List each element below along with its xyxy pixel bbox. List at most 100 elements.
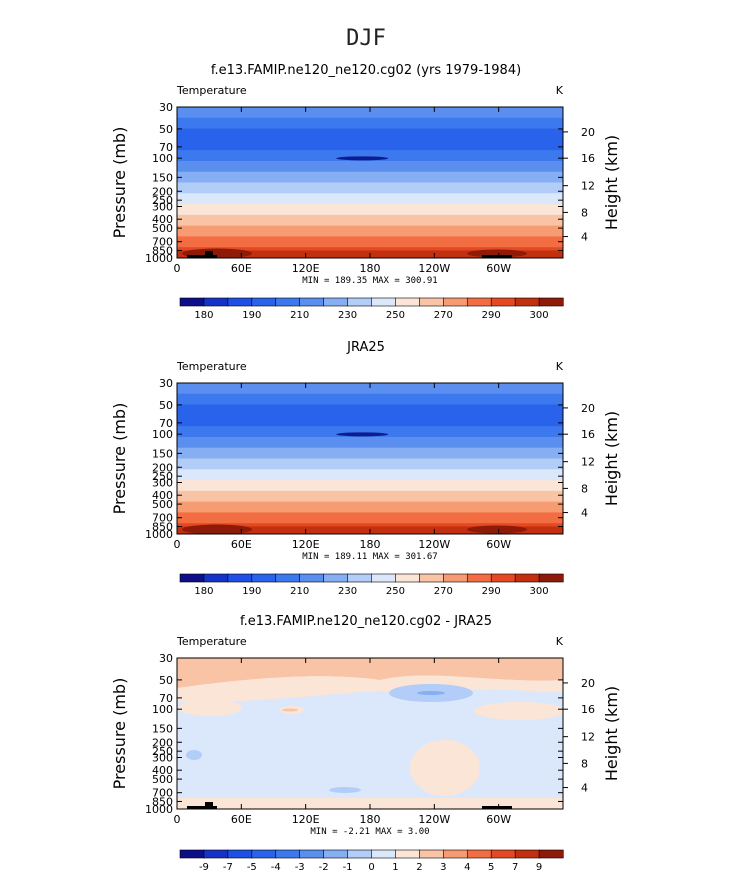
colorbar-segment — [490, 849, 516, 859]
y-tick-label: 30 — [159, 101, 173, 114]
y-tick-label: 400 — [152, 489, 173, 502]
colorbar-segment — [371, 849, 397, 859]
temperature-band — [177, 139, 563, 151]
colorbar-label: 0 — [368, 862, 374, 873]
plot-area — [177, 383, 563, 534]
warm-core-contour — [467, 525, 527, 534]
y-tick-label: 1000 — [145, 803, 173, 816]
y-tick-label: 500 — [152, 222, 173, 235]
temperature-band — [177, 469, 563, 481]
min-max-stats: MIN = 189.35 MAX = 300.91 — [302, 276, 437, 286]
colorbar-label: -1 — [343, 862, 353, 873]
temperature-band — [177, 501, 563, 514]
negative-anomaly-region — [417, 691, 445, 695]
colorbar-segment — [275, 573, 301, 583]
temperature-band — [177, 128, 563, 140]
temperature-band — [177, 458, 563, 470]
temperature-band — [177, 236, 563, 248]
colorbar-label: 250 — [386, 310, 405, 321]
colorbar-segment — [490, 573, 516, 583]
colorbar-segment — [323, 573, 349, 583]
colorbar-segment — [395, 573, 420, 583]
x-tick-label: 60E — [231, 262, 252, 275]
temperature-band — [177, 383, 563, 395]
temperature-band — [177, 690, 563, 702]
colorbar-segment — [514, 573, 540, 583]
y-axis-label: Pressure (mb) — [110, 678, 129, 790]
colorbar-segment — [299, 297, 325, 307]
temperature-band — [177, 436, 563, 449]
colorbar-segment — [538, 849, 564, 859]
temperature-band — [177, 480, 563, 492]
y-tick-label: 100 — [152, 152, 173, 165]
temperature-band — [177, 404, 563, 416]
colorbar-label: 4 — [464, 862, 470, 873]
topography-block — [187, 255, 217, 258]
colorbar-segment — [203, 573, 229, 583]
x-tick-label: 180 — [360, 262, 381, 275]
colorbar-label: -2 — [319, 862, 329, 873]
right-tick-label: 8 — [581, 206, 588, 219]
y-tick-label: 70 — [159, 692, 173, 705]
y-tick-label: 50 — [159, 674, 173, 687]
units-label: K — [556, 84, 564, 97]
right-tick-label: 12 — [581, 456, 595, 469]
temperature-band — [177, 393, 563, 406]
y-tick-label: 250 — [152, 194, 173, 207]
x-tick-label: 0 — [174, 262, 181, 275]
colorbar-segment — [514, 849, 540, 859]
temperature-band — [177, 107, 563, 119]
temperature-band — [177, 204, 563, 216]
colorbar-segment — [203, 297, 229, 307]
topography-block — [205, 251, 213, 258]
right-tick-label: 8 — [581, 482, 588, 495]
plot-area — [177, 107, 563, 258]
x-tick-label: 60W — [486, 813, 511, 826]
x-tick-label: 60W — [486, 262, 511, 275]
field-label: Temperature — [176, 84, 247, 97]
colorbar-label: 2 — [416, 862, 422, 873]
x-tick-label: 60E — [231, 813, 252, 826]
right-tick-label: 12 — [581, 180, 595, 193]
x-tick-label: 60W — [486, 538, 511, 551]
cold-core-contour — [336, 432, 389, 437]
field-label: Temperature — [176, 360, 247, 373]
panel-title: f.e13.FAMIP.ne120_ne120.cg02 (yrs 1979-1… — [211, 63, 521, 78]
colorbar-segment — [251, 573, 277, 583]
y-tick-label: 500 — [152, 773, 173, 786]
colorbar-segment — [490, 297, 516, 307]
y-tick-label: 30 — [159, 652, 173, 665]
colorbar-label: 1 — [392, 862, 398, 873]
temperature-band — [177, 776, 563, 789]
temperature-band — [177, 225, 563, 238]
colorbar-label: 230 — [338, 586, 357, 597]
negative-anomaly-region — [186, 750, 202, 760]
y-axis-label: Pressure (mb) — [110, 127, 129, 239]
right-tick-label: 4 — [581, 231, 588, 244]
y-tick-label: 700 — [152, 236, 173, 249]
colorbar-segment — [179, 849, 205, 859]
temperature-band — [177, 415, 563, 427]
colorbar-segment — [395, 297, 420, 307]
colorbar-segment — [419, 849, 444, 859]
colorbar-segment — [443, 849, 468, 859]
cold-core-contour — [336, 156, 389, 161]
right-tick-label: 16 — [581, 703, 595, 716]
units-label: K — [556, 635, 564, 648]
colorbar-segment — [179, 297, 205, 307]
positive-anomaly-region — [410, 740, 480, 796]
y-tick-label: 150 — [152, 171, 173, 184]
temperature-band — [177, 214, 563, 227]
temperature-band — [177, 701, 563, 713]
right-tick-label: 20 — [581, 126, 595, 139]
colorbar-segment — [419, 297, 444, 307]
temperature-band — [177, 160, 563, 173]
colorbar-segment — [251, 849, 277, 859]
x-tick-label: 120W — [418, 262, 450, 275]
colorbar-segment — [251, 297, 277, 307]
colorbar-label: -7 — [223, 862, 233, 873]
colorbar-segment — [299, 849, 325, 859]
x-tick-label: 0 — [174, 538, 181, 551]
colorbar-segment — [227, 297, 253, 307]
